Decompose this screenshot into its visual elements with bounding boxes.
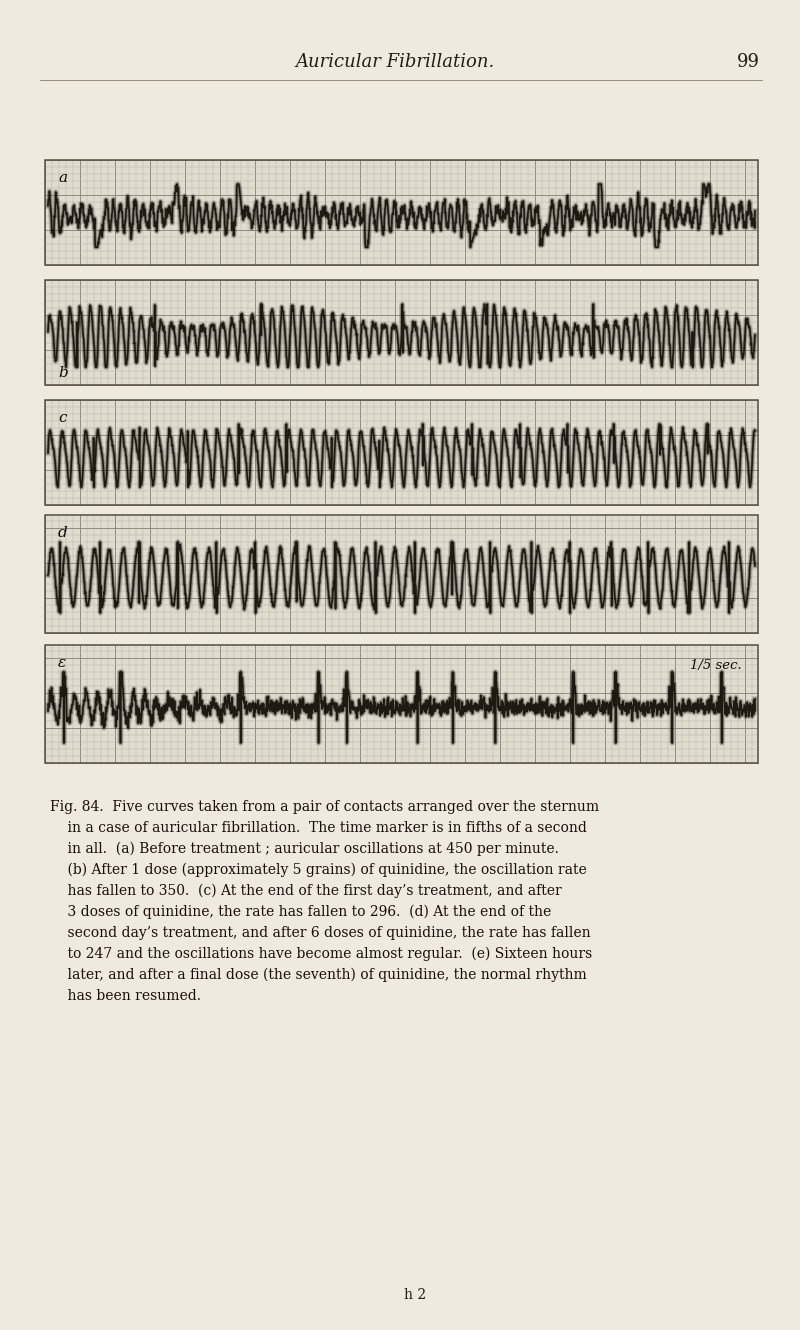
- Bar: [45, 645, 758, 763]
- Text: second day’s treatment, and after 6 doses of quinidine, the rate has fallen: second day’s treatment, and after 6 dose…: [50, 926, 590, 940]
- Bar: [45, 400, 758, 505]
- Text: Auricular Fibrillation.: Auricular Fibrillation.: [295, 53, 494, 70]
- Text: (b) After 1 dose (approximately 5 grains) of quinidine, the oscillation rate: (b) After 1 dose (approximately 5 grains…: [50, 863, 586, 878]
- Bar: [45, 281, 758, 384]
- Text: a: a: [58, 172, 67, 185]
- Text: b: b: [58, 366, 68, 380]
- Text: to 247 and the oscillations have become almost regular.  (e) Sixteen hours: to 247 and the oscillations have become …: [50, 947, 592, 962]
- Bar: [45, 515, 758, 633]
- Bar: [45, 400, 758, 505]
- Text: c: c: [58, 411, 66, 426]
- Bar: [45, 160, 758, 265]
- Text: has been resumed.: has been resumed.: [50, 990, 201, 1003]
- Text: in all.  (a) Before treatment ; auricular oscillations at 450 per minute.: in all. (a) Before treatment ; auricular…: [50, 842, 559, 857]
- Text: Fig. 84.  Five curves taken from a pair of contacts arranged over the sternum: Fig. 84. Five curves taken from a pair o…: [50, 801, 599, 814]
- Text: h 2: h 2: [404, 1287, 426, 1302]
- Text: later, and after a final dose (the seventh) of quinidine, the normal rhythm: later, and after a final dose (the seven…: [50, 968, 586, 983]
- Bar: [45, 160, 758, 265]
- Bar: [45, 515, 758, 633]
- Bar: [45, 645, 758, 763]
- Text: in a case of auricular fibrillation.  The time marker is in fifths of a second: in a case of auricular fibrillation. The…: [50, 821, 587, 835]
- Text: 99: 99: [737, 53, 759, 70]
- Bar: [45, 281, 758, 384]
- Text: has fallen to 350.  (c) At the end of the first day’s treatment, and after: has fallen to 350. (c) At the end of the…: [50, 884, 562, 898]
- Text: 3 doses of quinidine, the rate has fallen to 296.  (d) At the end of the: 3 doses of quinidine, the rate has falle…: [50, 904, 551, 919]
- Text: ε: ε: [58, 656, 66, 670]
- Text: d: d: [58, 525, 68, 540]
- Text: 1/5 sec.: 1/5 sec.: [690, 658, 742, 672]
